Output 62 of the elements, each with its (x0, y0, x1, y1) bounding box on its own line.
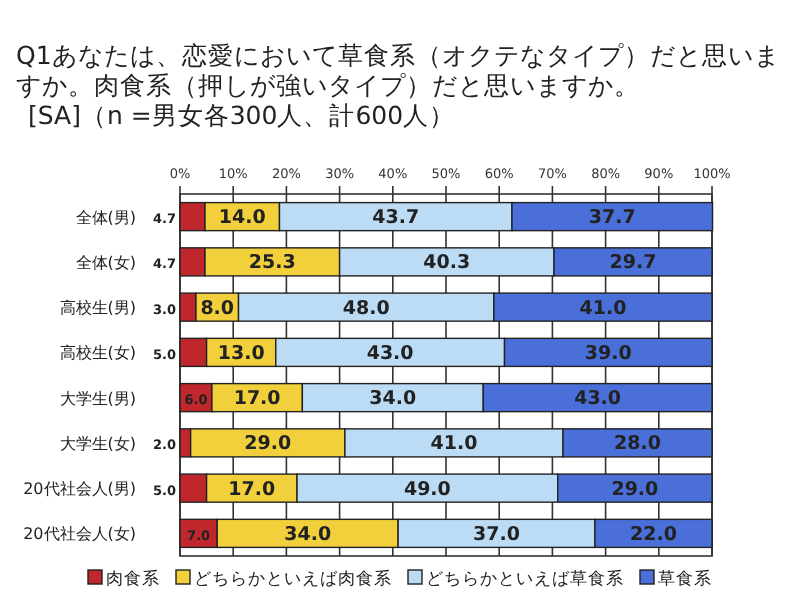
legend-label: 草食系 (658, 568, 712, 590)
data-label: 48.0 (342, 297, 391, 320)
bar (204, 247, 341, 277)
data-label: 28.0 (614, 433, 662, 456)
bar (493, 292, 713, 322)
bar (189, 428, 346, 458)
y-tick-label: 全体(男) (75, 208, 136, 227)
title: Q1あなたは、恋愛において草食系（オクテなタイプ）だと思いますか。肉食系（押しが強いタイプ）だと思いますか。 (16, 40, 780, 100)
bar (275, 337, 506, 368)
y-tick-label: 高校生(男) (59, 299, 136, 318)
data-label: 49.0 (403, 478, 452, 501)
bar (301, 382, 484, 413)
data-label: 8.0 (200, 297, 235, 320)
data-label: 17.0 (228, 478, 277, 501)
bar (338, 247, 555, 277)
bar (179, 247, 206, 277)
data-label: 34.0 (369, 388, 418, 411)
bar (557, 473, 713, 503)
data-label: 37.0 (473, 523, 521, 546)
legend-label: どちらかといえば草食系 (426, 568, 624, 590)
bar (179, 292, 197, 322)
y-tick-label: 全体(女) (75, 253, 136, 272)
y-tick-label: 20代社会人(男) (23, 480, 136, 499)
subtitle: [SA]（n =男女各300人、計600人） (28, 100, 456, 130)
bar (511, 201, 714, 232)
y-tick-label: 大学生(男) (59, 389, 136, 408)
data-label: 29.0 (611, 478, 660, 501)
data-label: 41.0 (430, 433, 479, 456)
bar (179, 337, 208, 368)
data-label: 43.0 (574, 388, 622, 411)
data-label: 14.0 (218, 207, 267, 230)
bar (179, 428, 192, 458)
bar (216, 518, 399, 549)
y-tick-label: 高校生(女) (59, 344, 136, 363)
data-label: 41.0 (579, 297, 628, 320)
data-label: 43.0 (366, 342, 415, 365)
bar (296, 473, 559, 503)
data-label: 40.3 (423, 252, 471, 275)
data-label: 17.0 (233, 388, 282, 411)
bar (397, 518, 596, 549)
legend-label: どちらかといえば肉食系 (194, 568, 392, 590)
bar (278, 201, 513, 232)
bar (237, 292, 495, 322)
bar (482, 382, 713, 413)
legend-label: 肉食系 (106, 568, 160, 590)
bar (179, 201, 206, 232)
data-label: 13.0 (217, 342, 266, 365)
bar (503, 337, 713, 368)
data-label: 43.7 (372, 207, 420, 230)
data-label: 34.0 (284, 523, 332, 546)
y-tick-label: 20代社会人(女) (23, 525, 136, 544)
bar (562, 428, 713, 458)
data-label: 25.3 (248, 252, 296, 275)
data-label: 29.0 (244, 433, 292, 456)
data-label: 22.0 (630, 523, 678, 546)
y-tick-label: 大学生(女) (59, 434, 136, 453)
data-label: 29.7 (609, 252, 657, 275)
bar (179, 473, 208, 503)
data-label: 39.0 (584, 342, 633, 365)
data-label: 37.7 (588, 207, 636, 230)
bar (553, 247, 713, 277)
bar (344, 428, 564, 458)
